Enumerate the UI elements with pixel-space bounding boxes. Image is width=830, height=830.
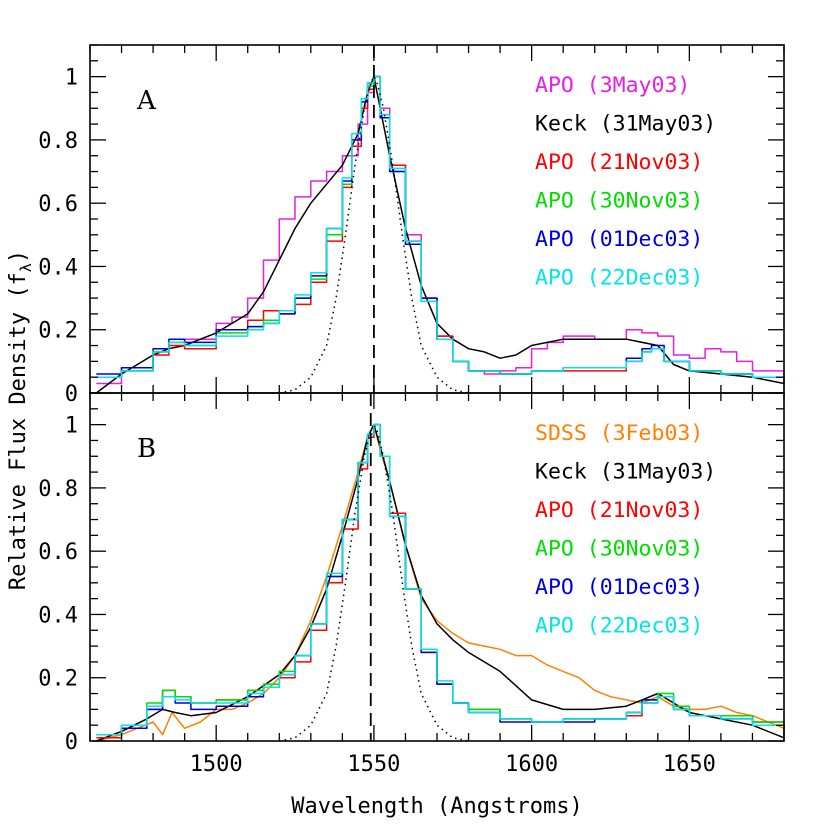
y-axis-title-close: ) xyxy=(6,250,31,263)
legend-entry: APO (21Nov03) xyxy=(535,150,703,175)
profile-dotted-line xyxy=(279,423,469,742)
panel-letter: B xyxy=(137,434,156,464)
series-line-1 xyxy=(95,75,785,394)
legend-entry: APO (30Nov03) xyxy=(535,189,703,214)
y-tick-label: 0.8 xyxy=(38,129,78,154)
x-tick-label: 1550 xyxy=(347,752,400,777)
y-tick-label: 1 xyxy=(65,414,78,439)
y-tick-label: 0.4 xyxy=(38,603,78,628)
y-tick-label: 0.6 xyxy=(38,192,78,217)
legend-entry: SDSS (3Feb03) xyxy=(535,421,703,446)
y-axis-title-sub: λ xyxy=(17,263,35,272)
series-line-5 xyxy=(96,423,785,736)
y-tick-label: 0.2 xyxy=(38,667,78,692)
y-tick-label: 1 xyxy=(65,66,78,91)
legend-entry: APO (21Nov03) xyxy=(535,498,703,523)
x-tick-label: 1500 xyxy=(190,752,243,777)
y-axis-title: Relative Flux Density (fλ) xyxy=(6,250,35,590)
y-tick-label: 0.2 xyxy=(38,319,78,344)
series-line-4 xyxy=(96,75,785,384)
legend-entry: Keck (31May03) xyxy=(535,460,716,485)
panel-a: 0 0.2 0.4 0.6 0.8 1 A APO (3May03) Keck (31May03… xyxy=(38,44,785,407)
y-tick-label: 0.8 xyxy=(38,477,78,502)
panel-letter: A xyxy=(136,86,157,116)
x-axis-title: Wavelength (Angstroms) xyxy=(291,794,582,819)
y-tick-label: 0.6 xyxy=(38,540,78,565)
legend-entry: APO (22Dec03) xyxy=(535,614,703,639)
y-tick-label: 0 xyxy=(65,730,78,755)
legend-entry: APO (01Dec03) xyxy=(535,575,703,600)
legend-entry: APO (3May03) xyxy=(535,73,690,98)
y-axis-title-main: Relative Flux Density (f xyxy=(6,272,31,590)
y-tick-label: 0.4 xyxy=(38,255,78,280)
profile-dotted-line xyxy=(279,75,469,394)
panel-b: 0 0.2 0.4 0.6 0.8 1 1500 1550 1600 1650 B SDSS (3Fe… xyxy=(38,392,785,777)
legend-entry: APO (22Dec03) xyxy=(535,266,703,291)
series-line-5 xyxy=(96,75,785,384)
legend-entry: APO (30Nov03) xyxy=(535,537,703,562)
x-tick-label: 1650 xyxy=(663,752,716,777)
legend-entry: APO (01Dec03) xyxy=(535,227,703,252)
y-tick-label: 0 xyxy=(65,382,78,407)
legend-entry: Keck (31May03) xyxy=(535,112,716,137)
x-tick-label: 1600 xyxy=(505,752,558,777)
